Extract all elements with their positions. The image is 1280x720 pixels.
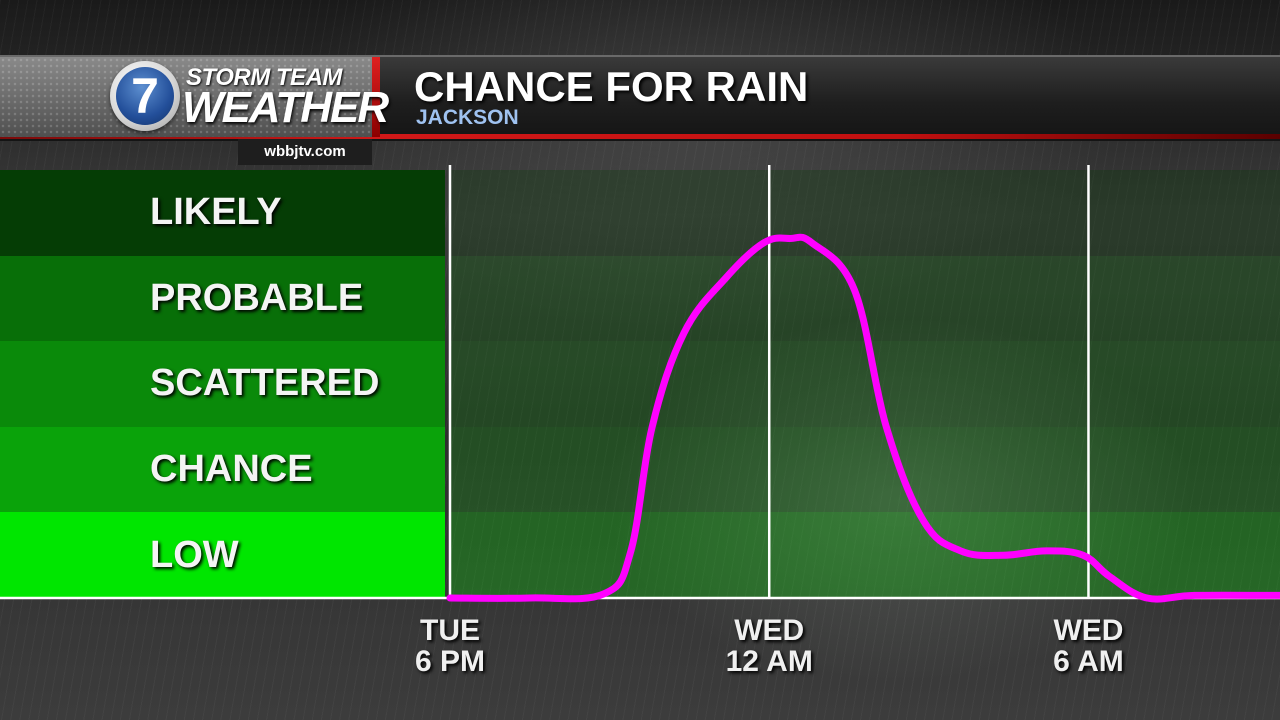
x-tick-time: 12 AM: [725, 645, 813, 678]
level-row-probable: PROBABLE: [0, 255, 445, 342]
x-tick-label: TUE 6 PM: [370, 615, 530, 677]
band-chance: [450, 426, 1280, 513]
x-tick-day: WED: [734, 614, 805, 647]
brand-weather: WEATHER: [182, 83, 389, 132]
level-label: SCATTERED: [150, 362, 380, 405]
brand-storm-team: STORM TEAM: [186, 64, 342, 91]
website-tag: wbbjtv.com: [238, 139, 372, 165]
logo-number: 7: [116, 67, 174, 125]
level-row-low: LOW: [0, 512, 445, 598]
probability-level-legend: LOW CHANCE SCATTERED PROBABLE LIKELY: [0, 170, 445, 598]
x-tick-day: WED: [1053, 614, 1124, 647]
level-label: PROBABLE: [150, 276, 364, 319]
level-label: LOW: [150, 533, 239, 576]
x-tick-time: 6 PM: [414, 645, 486, 678]
level-row-likely: LIKELY: [0, 170, 445, 256]
logo-red-divider: [372, 57, 380, 137]
x-tick-label: WED 6 AM: [1008, 615, 1168, 677]
header-red-stripe: [0, 134, 1280, 139]
x-tick-label: WED 12 AM: [689, 615, 849, 677]
logo-panel: [0, 57, 372, 137]
level-row-chance: CHANCE: [0, 426, 445, 513]
band-low: [450, 512, 1280, 598]
band-likely: [450, 170, 1280, 256]
channel-7-logo: 7: [110, 61, 180, 131]
band-scattered: [450, 341, 1280, 427]
x-tick-day: TUE: [420, 614, 480, 647]
chart-background-bands: [450, 170, 1280, 598]
rain-chance-line: [446, 233, 1280, 603]
location-subtitle: JACKSON: [416, 106, 519, 129]
level-label: LIKELY: [150, 191, 282, 234]
page-title: CHANCE FOR RAIN: [414, 63, 809, 110]
x-tick-time: 6 AM: [1053, 645, 1124, 678]
level-row-scattered: SCATTERED: [0, 341, 445, 427]
level-label: CHANCE: [150, 448, 313, 491]
